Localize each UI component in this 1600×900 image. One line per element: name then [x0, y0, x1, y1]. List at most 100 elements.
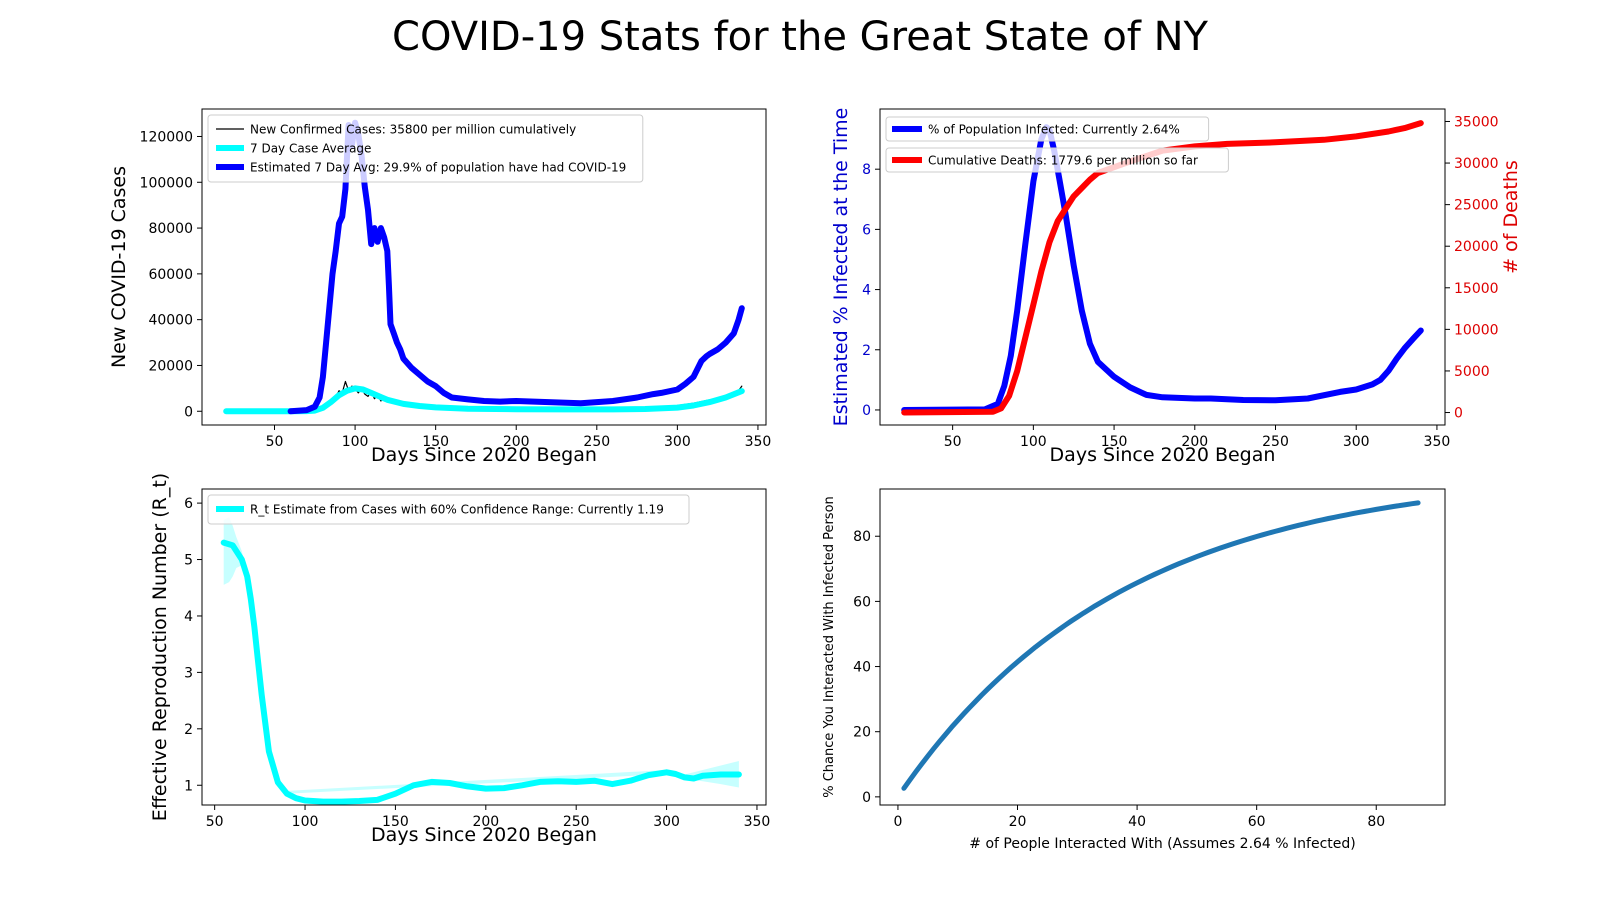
legend-label: New Confirmed Cases: 35800 per million c… — [250, 123, 576, 137]
x-tick-label: 60 — [1248, 814, 1266, 830]
y-tick-label: 3 — [184, 665, 193, 681]
x-tick-label: 200 — [472, 814, 499, 830]
legend-label: 7 Day Case Average — [250, 142, 371, 156]
x-tick-label: 20 — [1009, 814, 1027, 830]
y-tick-label: 1 — [184, 778, 193, 794]
x-axis-label: Days Since 2020 Began — [1050, 444, 1276, 466]
x-tick-label: 350 — [745, 434, 772, 450]
x-tick-label: 150 — [1101, 434, 1128, 450]
plot-area — [220, 517, 742, 805]
x-axis-label: # of People Interacted With (Assumes 2.6… — [969, 836, 1355, 852]
y-right-tick-label: 10000 — [1454, 322, 1499, 338]
plot-area — [901, 500, 1421, 791]
x-tick-label: 100 — [342, 434, 369, 450]
y-tick-label: 6 — [184, 496, 193, 512]
series-line-1 — [220, 539, 742, 805]
y-axis-label: New COVID-19 Cases — [108, 166, 130, 368]
y-tick-label: 60000 — [148, 267, 193, 283]
y-right-tick-label: 25000 — [1454, 198, 1499, 214]
series-line-2 — [223, 385, 745, 415]
x-tick-label: 300 — [664, 434, 691, 450]
y-tick-label: 40000 — [148, 313, 193, 329]
x-tick-label: 350 — [1424, 434, 1451, 450]
legend-box — [207, 114, 644, 183]
legend: R_t Estimate from Cases with 60% Confide… — [207, 494, 690, 525]
plot-area — [223, 119, 745, 415]
chart-cases: 50 100 150 200 250 300 350 0 20000 40000 60000 8000… — [108, 108, 772, 466]
y-tick-label: 8 — [862, 162, 871, 178]
y-tick-label: 0 — [862, 790, 871, 806]
y-tick-label: 4 — [862, 283, 871, 299]
y-right-tick-label: 0 — [1454, 406, 1463, 422]
y-tick-label: 5 — [184, 553, 193, 569]
x-axis-label: Days Since 2020 Began — [371, 444, 597, 466]
y-right-tick-label: 5000 — [1454, 364, 1490, 380]
y-tick-label: 120000 — [140, 129, 193, 145]
y-tick-label: 20 — [853, 725, 871, 741]
legend-label: Cumulative Deaths: 1779.6 per million so… — [928, 154, 1198, 168]
plot-area — [901, 120, 1424, 416]
x-tick-label: 100 — [1020, 434, 1047, 450]
x-tick-label: 50 — [206, 814, 224, 830]
y-tick-label: 0 — [184, 404, 193, 420]
y-tick-label: 80 — [853, 529, 871, 545]
x-axis-label: Days Since 2020 Began — [371, 824, 597, 846]
chart-infected_deaths: 50 100 150 200 250 300 35002468050001000015000… — [830, 108, 1522, 466]
y-right-tick-label: 35000 — [1454, 114, 1499, 130]
y-axis-label: Estimated % Infected at the Time — [830, 108, 852, 427]
x-tick-label: 200 — [503, 434, 530, 450]
x-tick-label: 150 — [422, 434, 449, 450]
y-tick-label: 6 — [862, 222, 871, 238]
x-tick-label: 250 — [583, 434, 610, 450]
y-tick-label: 0 — [862, 403, 871, 419]
y-tick-label: 60 — [853, 594, 871, 610]
y-tick-label: 20000 — [148, 358, 193, 374]
x-tick-label: 250 — [1262, 434, 1289, 450]
legend-label: Estimated 7 Day Avg: 29.9% of population… — [250, 161, 626, 175]
series-line-3 — [287, 119, 745, 415]
y-axis-label: Effective Reproduction Number (R_t) — [149, 473, 171, 821]
confidence-band — [223, 517, 739, 794]
x-tick-label: 100 — [292, 814, 319, 830]
y-tick-label: 80000 — [148, 221, 193, 237]
x-tick-label: 50 — [944, 434, 962, 450]
axes-frame — [201, 108, 767, 426]
axes-frame — [201, 488, 767, 806]
y-right-tick-label: 30000 — [1454, 156, 1499, 172]
y-right-axis-label: # of Deaths — [1500, 160, 1522, 274]
axes-frame — [879, 488, 1446, 806]
y-right-tick-label: 15000 — [1454, 281, 1499, 297]
x-tick-label: 300 — [653, 814, 680, 830]
y-tick-label: 40 — [853, 660, 871, 676]
legend: New Confirmed Cases: 35800 per million c… — [207, 114, 644, 183]
x-tick-label: 200 — [1181, 434, 1208, 450]
y-axis-label: % Chance You Interacted With Infected Pe… — [822, 496, 837, 798]
y-right-tick-label: 20000 — [1454, 239, 1499, 255]
chart-chance: 0 20 40 60 80 0 20 40 60 80 # of People Interacted… — [822, 488, 1446, 852]
y-tick-label: 2 — [184, 722, 193, 738]
axes-frame — [879, 108, 1446, 426]
figure-title: COVID-19 Stats for the Great State of NY — [392, 14, 1208, 60]
y-tick-label: 4 — [184, 609, 193, 625]
x-tick-label: 350 — [744, 814, 771, 830]
x-tick-label: 40 — [1128, 814, 1146, 830]
legend-label: R_t Estimate from Cases with 60% Confide… — [250, 503, 664, 517]
legend-2: Cumulative Deaths: 1779.6 per million so… — [885, 147, 1229, 173]
x-tick-label: 300 — [1343, 434, 1370, 450]
x-tick-label: 150 — [382, 814, 409, 830]
chart-rt: 50 100 150 200 250 300 350 1 2 3 4 5 6 Days Since 202… — [149, 473, 770, 846]
x-tick-label: 0 — [893, 814, 902, 830]
y-tick-label: 2 — [862, 343, 871, 359]
series-line-1 — [901, 500, 1421, 791]
legend-box — [207, 494, 690, 525]
x-tick-label: 250 — [563, 814, 590, 830]
x-tick-label: 80 — [1367, 814, 1385, 830]
series-line-1 — [901, 124, 1424, 413]
series-line-2 — [901, 120, 1424, 416]
legend-box — [885, 147, 1229, 173]
x-tick-label: 50 — [266, 434, 284, 450]
legend-label: % of Population Infected: Currently 2.64… — [928, 123, 1180, 137]
legend-box — [885, 116, 1210, 142]
y-tick-label: 100000 — [140, 175, 193, 191]
